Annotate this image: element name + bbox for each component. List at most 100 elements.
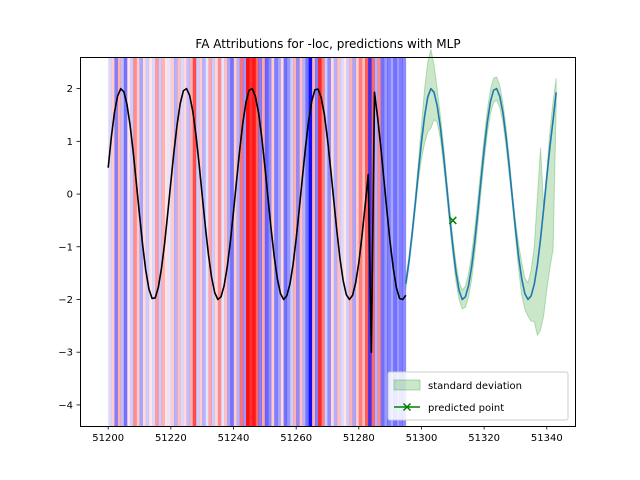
attribution-band [202,57,206,426]
attribution-band [152,57,156,426]
attribution-band [321,57,325,426]
attribution-band [330,57,335,426]
attribution-band [349,57,353,426]
attribution-band [399,57,403,426]
attribution-band [383,57,388,426]
attribution-band [155,57,159,426]
attribution-band [277,57,281,426]
attribution-band [361,57,366,426]
attribution-band [393,57,397,426]
attribution-band [186,57,190,426]
legend-label-predicted: predicted point [428,403,504,414]
attribution-band [192,57,197,426]
attribution-band [133,57,137,426]
attribution-band [208,57,212,426]
attribution-band [126,57,131,426]
attribution-band [239,57,244,426]
attribution-band [158,57,162,426]
attribution-band [120,57,125,426]
attribution-band [170,57,175,426]
attribution-band [327,57,331,426]
attribution-band [173,57,178,426]
attribution-band [390,57,394,426]
attribution-band [293,57,297,426]
predicted-point-marker [448,216,457,225]
attribution-band [402,57,407,426]
attribution-band [286,57,291,426]
x-tick-label: 51280 [343,433,375,444]
attribution-band [374,57,378,426]
x-tick-label: 51300 [406,433,438,444]
attribution-band [189,57,194,426]
x-tick-label: 51260 [280,433,312,444]
attribution-band [343,57,347,426]
attribution-band [211,57,216,426]
x-tick-label: 51340 [531,433,563,444]
attribution-band [340,57,344,426]
plot-frame [80,57,576,427]
attribution-band [167,57,172,426]
attribution-band [164,57,169,426]
attribution-band [324,57,328,426]
marker-layer [448,216,457,225]
attribution-band [227,57,231,426]
attribution-band [246,57,250,426]
attribution-band [177,57,181,426]
attribution-band [233,57,237,426]
attribution-band [264,57,269,426]
series-prediction-line [405,87,557,301]
attribution-band [283,57,288,426]
y-tick-label: −3 [58,348,73,359]
attribution-band [308,57,313,426]
attribution-band [114,57,118,426]
attribution-band [199,57,203,426]
y-tick-label: −2 [58,295,73,306]
x-tick-label: 51220 [155,433,187,444]
attribution-band [396,57,400,426]
attribution-band [230,57,234,426]
attribution-band [377,57,382,426]
attribution-band [311,57,316,426]
attribution-band [380,57,385,426]
attribution-band [180,57,184,426]
attribution-band [130,57,134,426]
y-tick-label: 1 [67,137,73,148]
attribution-band [139,57,143,426]
x-tick-label: 51240 [218,433,250,444]
attribution-band [299,57,303,426]
legend: standard deviation predicted point [387,371,569,421]
attribution-band [224,57,228,426]
attribution-band [214,57,219,426]
attribution-band [252,57,256,426]
attribution-band [117,57,122,426]
attribution-band [296,57,300,426]
attribution-band [352,57,356,426]
attribution-band [249,57,253,426]
x-tick-label: 51320 [468,433,500,444]
attribution-band [346,57,350,426]
legend-label-std: standard deviation [428,381,522,392]
attribution-band [318,57,322,426]
attribution-band [258,57,263,426]
series-signal-line [107,87,407,354]
attribution-band [242,57,247,426]
attribution-band [136,57,140,426]
attribution-band [123,57,128,426]
attribution-band [142,57,147,426]
attribution-band [145,57,150,426]
axis-ticks: 51200 51220 51240 51260 51280 51300 51320 51340… [58,84,562,444]
attribution-band [217,57,222,426]
attribution-band [255,57,259,426]
attribution-band [183,57,187,426]
attribution-band [111,57,115,426]
attribution-band [148,57,153,426]
attribution-band [108,57,112,426]
std-deviation-band [405,48,557,337]
attribution-band [236,57,241,426]
attribution-band [314,57,319,426]
attribution-band [280,57,284,426]
attribution-band [267,57,272,426]
attribution-band [220,57,225,426]
attribution-band [261,57,266,426]
line-layer [107,87,557,354]
